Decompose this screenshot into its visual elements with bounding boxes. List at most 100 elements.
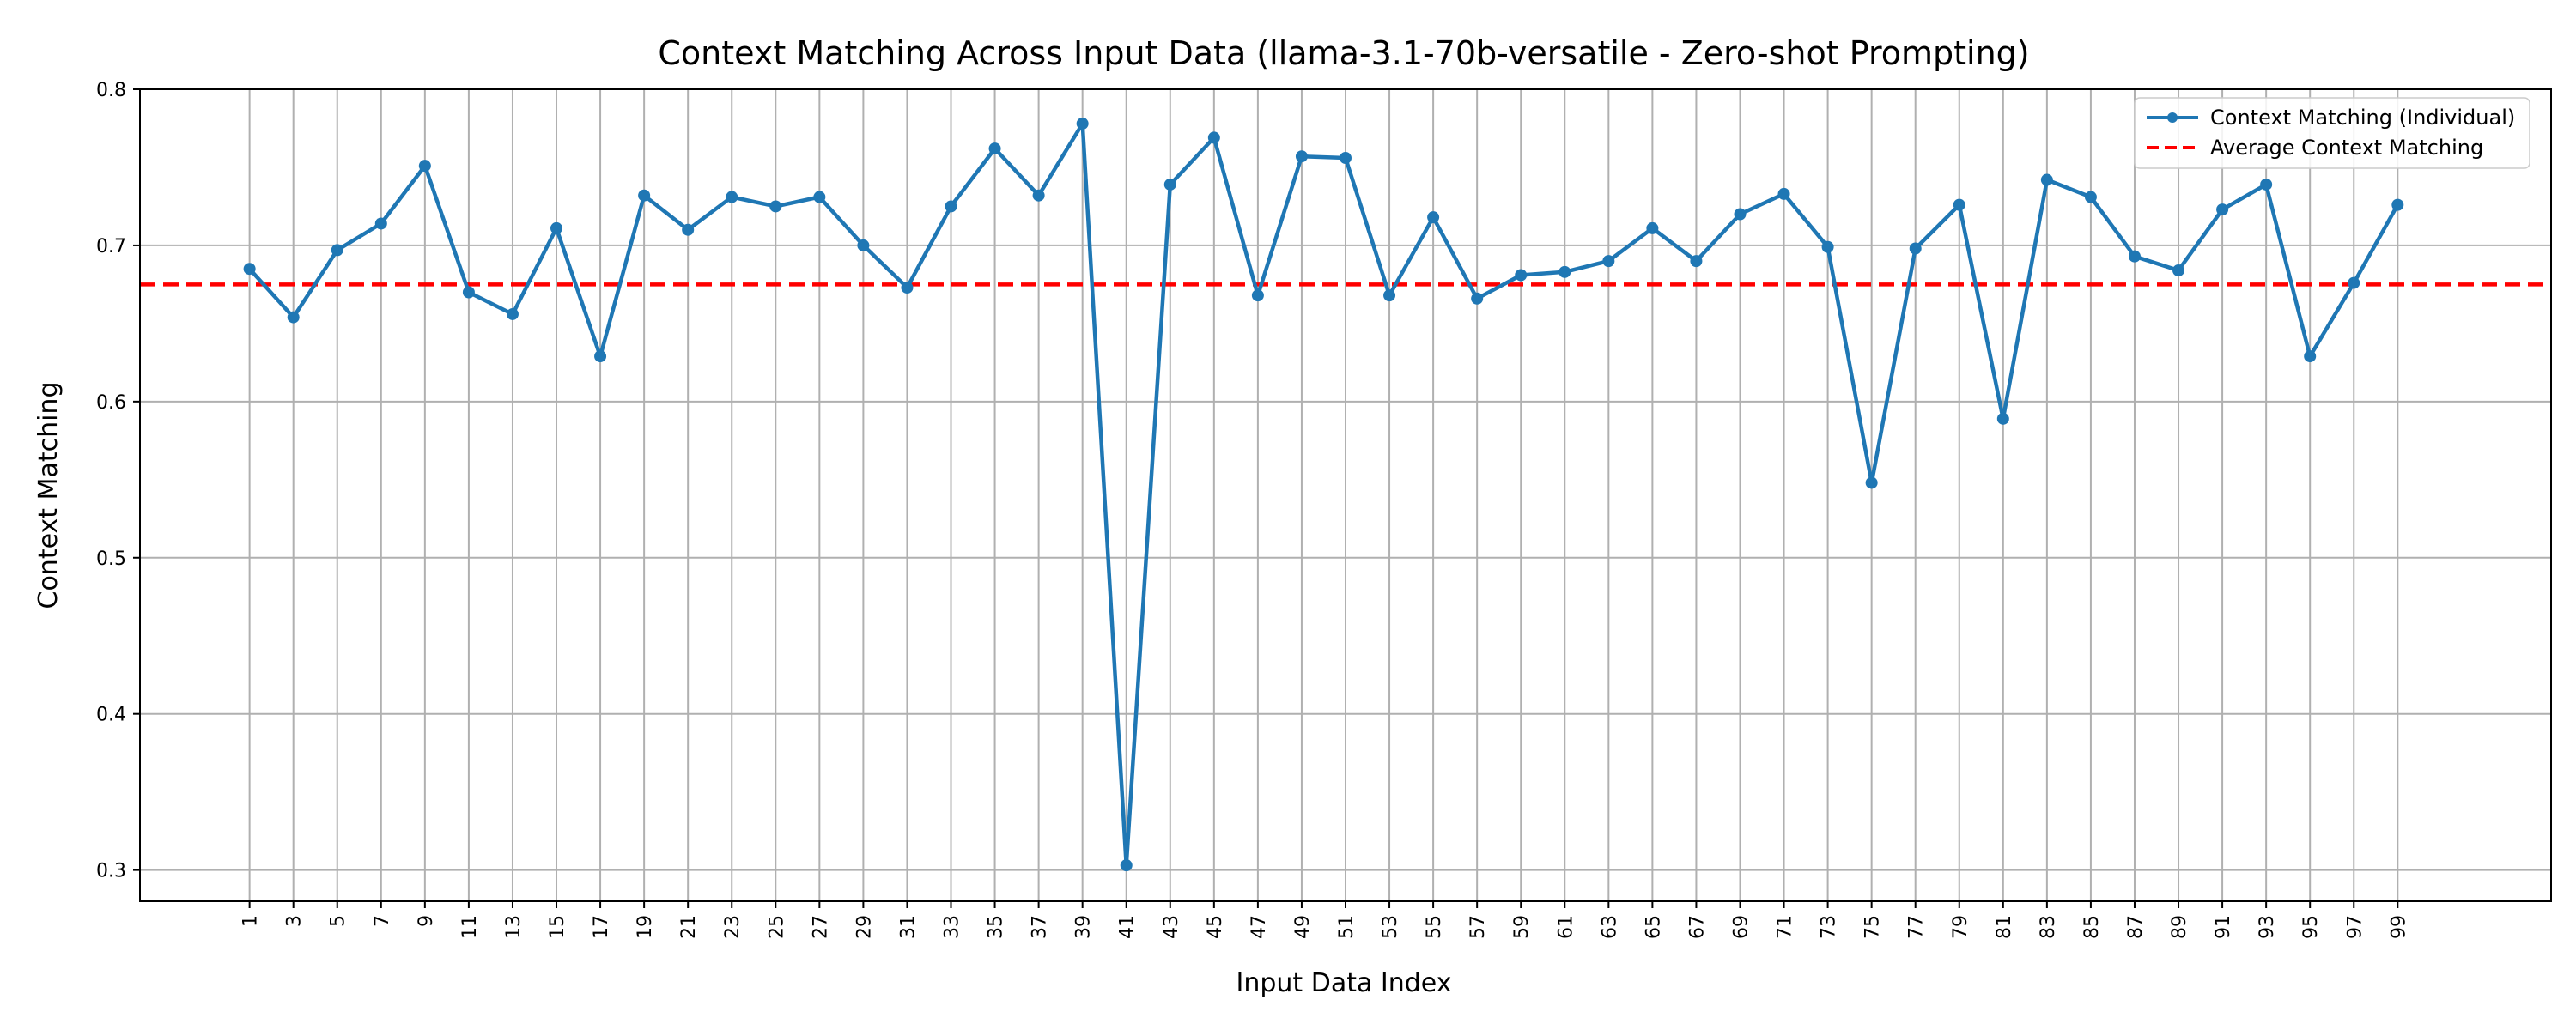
data-point [1558,265,1571,278]
y-axis-label: Context Matching [33,382,64,609]
x-tick-label: 41 [1117,915,1139,939]
data-point [2304,350,2317,363]
x-tick-label: 49 [1292,915,1314,939]
x-tick-label: 55 [1424,915,1445,939]
x-tick-label: 73 [1819,915,1840,939]
x-tick-label: 79 [1950,915,1971,939]
x-tick-label: 21 [678,915,700,939]
data-point [1821,240,1834,253]
x-tick-label: 57 [1467,915,1489,939]
data-point [550,221,563,234]
data-point [418,160,431,173]
data-point [1996,412,2009,425]
x-tick-label: 89 [2169,915,2190,939]
series-layer [243,118,2404,872]
x-tick-label: 51 [1336,915,1358,939]
x-tick-label: 65 [1643,915,1664,939]
legend-label-individual: Context Matching (Individual) [2210,106,2515,130]
data-point [1076,118,1089,130]
data-point [331,244,343,257]
y-tick-label: 0.5 [96,548,126,570]
y-tick-label: 0.7 [96,236,126,258]
y-tick-label: 0.4 [96,705,126,726]
y-tick-label: 0.3 [96,861,126,882]
data-point [1909,242,1922,255]
data-point [462,286,475,299]
x-tick-label: 33 [942,915,963,939]
x-tick-label: 31 [897,915,919,939]
data-point [2348,276,2360,289]
legend-label-average: Average Context Matching [2210,136,2483,160]
x-axis-label: Input Data Index [1236,968,1452,998]
x-tick-label: 1 [240,915,262,927]
x-tick-label: 5 [328,915,349,927]
data-point [1471,292,1484,305]
x-tick-label: 3 [284,915,306,927]
data-point [2040,173,2053,186]
legend-box [2134,97,2530,169]
data-point [1734,208,1747,221]
data-point [813,191,826,203]
chart-title: Context Matching Across Input Data (llam… [658,34,2029,72]
x-tick-label: 85 [2081,915,2103,939]
x-tick-label: 27 [810,915,831,939]
data-point [506,307,519,320]
x-axis-ticks: 1 3 5 7 9 11 13 15 17 19 21 23 25 27 29 31 33 35 37 39 41 43 4… [240,901,2409,939]
x-tick-label: 97 [2344,915,2366,939]
x-tick-label: 37 [1030,915,1051,939]
x-tick-label: 15 [547,915,568,939]
data-point [945,200,957,213]
x-tick-label: 61 [1555,915,1577,939]
y-axis-ticks: 0.3 0.4 0.5 0.6 0.7 0.8 [96,80,140,882]
data-point [1032,189,1045,202]
x-tick-label: 67 [1686,915,1708,939]
x-tick-label: 77 [1906,915,1928,939]
data-point [1295,150,1308,163]
x-tick-label: 91 [2213,915,2234,939]
data-point [2260,178,2273,191]
data-point [1383,289,1396,302]
x-tick-label: 23 [722,915,744,939]
x-tick-label: 53 [1380,915,1401,939]
x-tick-label: 17 [591,915,612,939]
data-point [2391,198,2404,211]
x-tick-label: 25 [766,915,787,939]
x-tick-label: 75 [1862,915,1884,939]
y-tick-label: 0.8 [96,80,126,101]
x-tick-label: 47 [1249,915,1270,939]
data-point [1646,221,1659,234]
x-tick-label: 81 [1994,915,2015,939]
x-tick-label: 59 [1511,915,1533,939]
series-line-individual [247,121,2400,868]
x-tick-label: 71 [1775,915,1796,939]
data-point [594,350,607,363]
data-point [374,217,387,230]
data-point [1865,476,1878,489]
data-point [726,191,738,203]
data-point [1602,255,1615,268]
data-point [857,239,870,251]
x-tick-label: 7 [372,915,393,927]
grid-lines [140,88,2551,901]
x-tick-label: 29 [854,915,875,939]
data-point [2216,203,2229,216]
x-tick-label: 35 [986,915,1007,939]
x-tick-label: 11 [459,915,481,939]
data-point [243,263,256,276]
legend: Context Matching (Individual) Average Co… [2134,97,2530,169]
data-point [1777,187,1790,200]
x-tick-label: 83 [2038,915,2059,939]
data-point [1120,859,1133,872]
data-point [2128,250,2141,263]
legend-marker-individual [2167,112,2178,123]
data-point [1690,255,1703,268]
data-point [682,223,695,236]
data-point [1207,131,1220,144]
x-tick-label: 69 [1730,915,1752,939]
data-point [901,282,914,294]
x-tick-label: 9 [416,915,437,927]
y-tick-label: 0.6 [96,392,126,414]
data-point [287,311,300,324]
data-point [1251,289,1264,302]
